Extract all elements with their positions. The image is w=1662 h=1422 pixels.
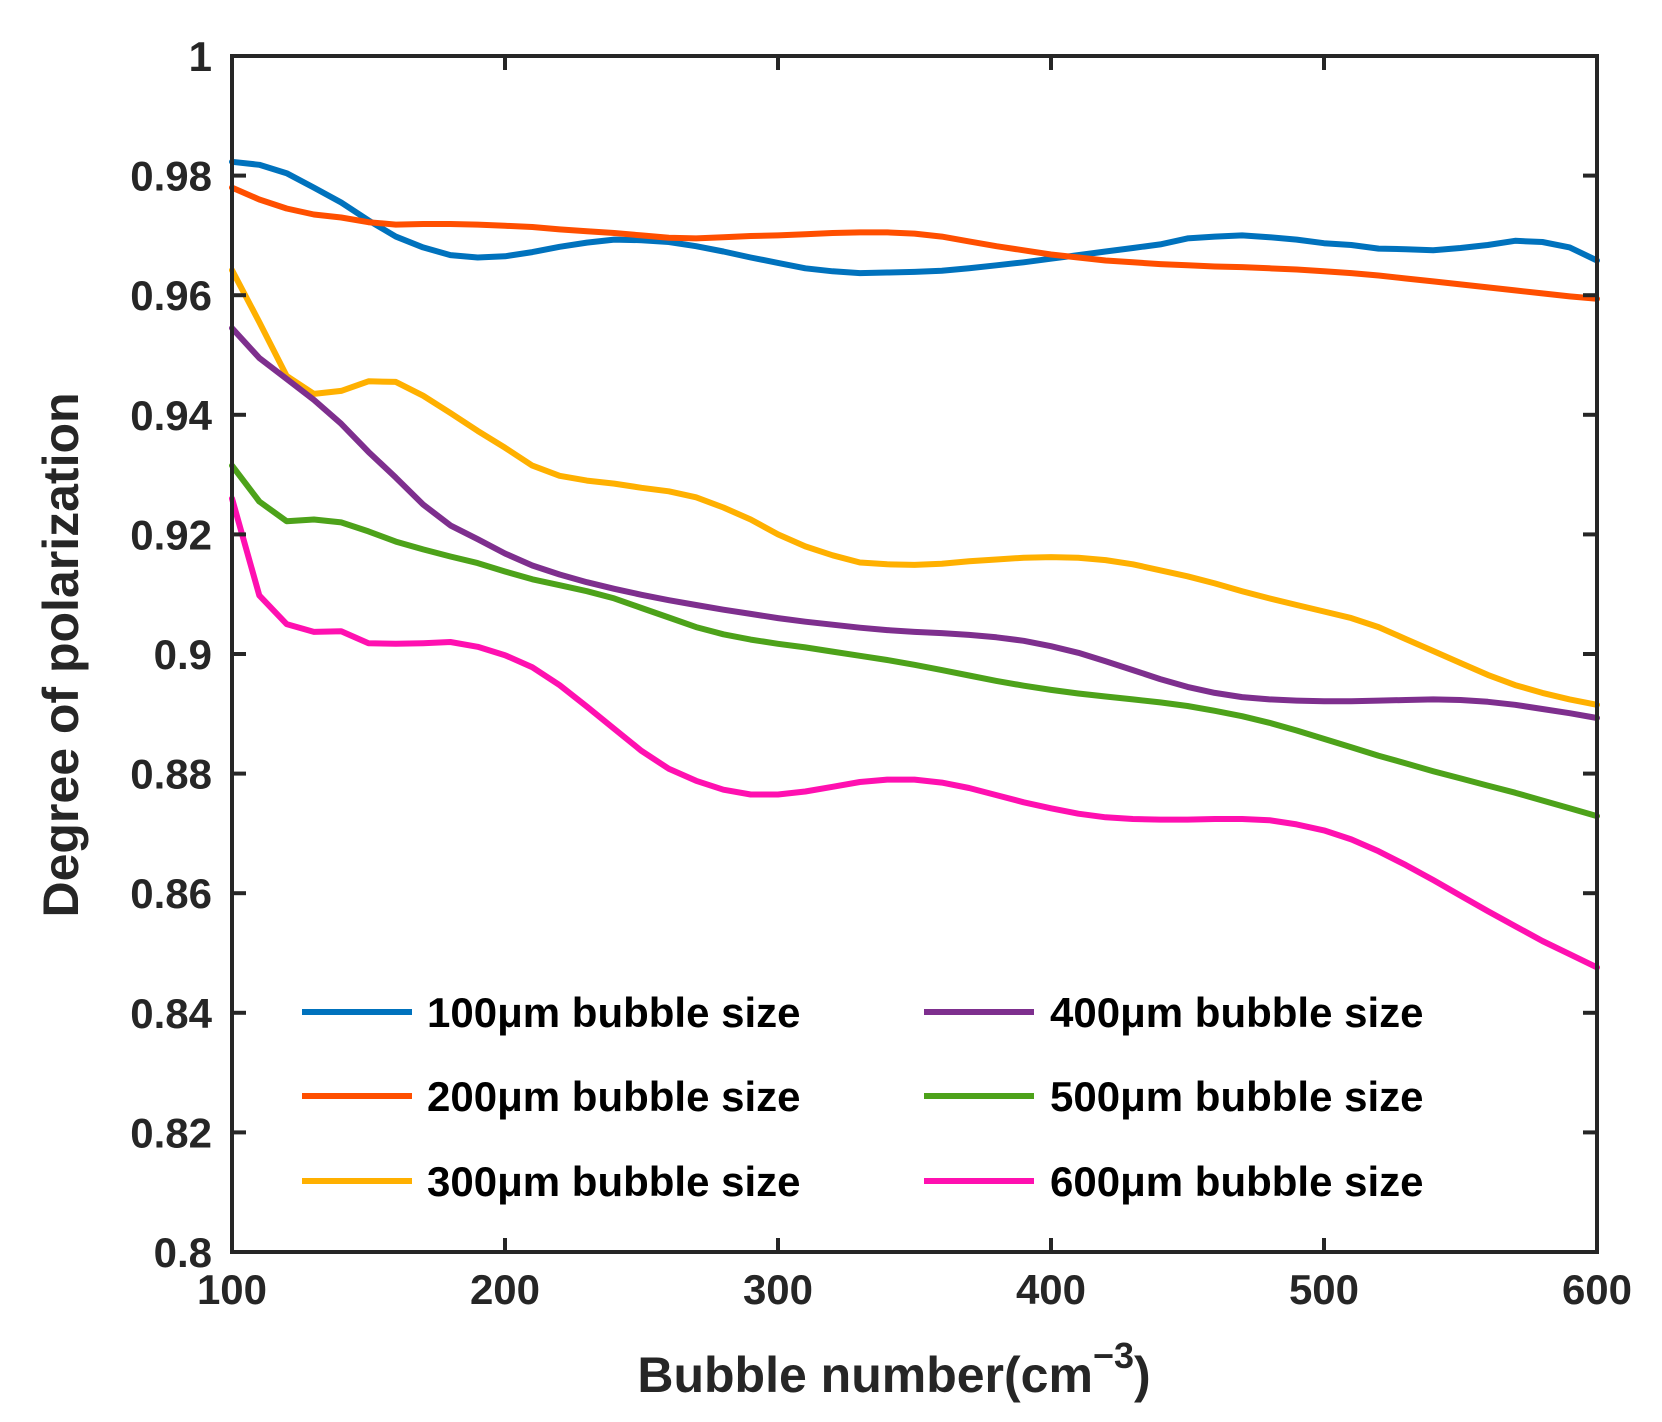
x-axis-label: Bubble number(cm−3) [637, 1335, 1150, 1403]
x-tick-label: 400 [1016, 1266, 1086, 1313]
series-line-2 [229, 184, 1600, 302]
series-line-6 [229, 495, 1600, 971]
x-axis-label-superscript: −3 [1093, 1335, 1134, 1376]
x-tick-label: 100 [197, 1266, 267, 1313]
tick-layer: 100 200 300 400 500 600 0.8 0.82 0.84 0.86 0.88 0.9… [130, 33, 1632, 1313]
series-line-5 [229, 462, 1600, 820]
legend-label-3: 300μm bubble size [427, 1158, 801, 1205]
legend-label-6: 600μm bubble size [1050, 1158, 1424, 1205]
x-tick-label: 600 [1562, 1266, 1632, 1313]
legend-label-1: 100μm bubble size [427, 989, 801, 1036]
y-tick-label: 0.84 [130, 990, 212, 1037]
legend-label-4: 400μm bubble size [1050, 989, 1424, 1036]
series-line-3 [229, 267, 1600, 708]
y-tick-label: 0.94 [130, 392, 212, 439]
y-tick-label: 0.88 [130, 751, 212, 798]
x-axis-label-close: ) [1134, 1347, 1151, 1403]
y-tick-label: 0.8 [154, 1229, 212, 1276]
y-tick-label: 0.9 [154, 631, 212, 678]
legend-label-2: 200μm bubble size [427, 1073, 801, 1120]
y-tick-label: 0.98 [130, 153, 212, 200]
series-layer [229, 158, 1600, 971]
legend-label-5: 500μm bubble size [1050, 1073, 1424, 1120]
y-tick-label: 0.96 [130, 272, 212, 319]
y-tick-label: 0.82 [130, 1109, 212, 1156]
y-axis-label: Degree of polarization [33, 392, 89, 917]
legend: 100μm bubble size 200μm bubble size 300μm … [302, 989, 1424, 1205]
x-tick-label: 500 [1289, 1266, 1359, 1313]
y-tick-label: 0.92 [130, 511, 212, 558]
y-tick-label: 1 [189, 33, 212, 80]
x-tick-label: 300 [743, 1266, 813, 1313]
series-line-4 [229, 325, 1600, 721]
y-tick-label: 0.86 [130, 870, 212, 917]
series-line-1 [229, 158, 1600, 277]
x-axis-label-main: Bubble number(cm [637, 1347, 1093, 1403]
x-tick-label: 200 [470, 1266, 540, 1313]
